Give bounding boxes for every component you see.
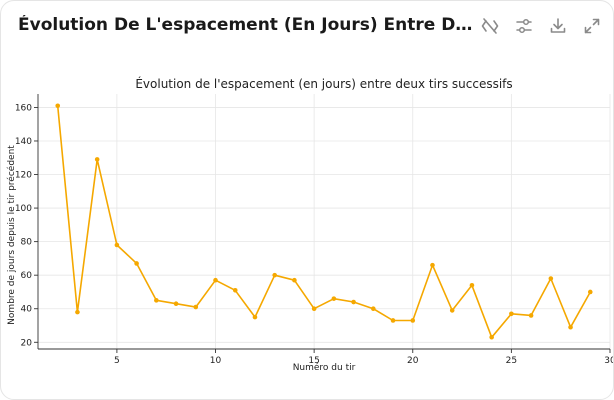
x-tick-label: 10 (210, 356, 222, 366)
y-tick-label: 20 (21, 338, 33, 348)
chart-title: Évolution de l'espacement (en jours) ent… (135, 76, 512, 91)
x-tick-label: 5 (114, 356, 120, 366)
expand-button[interactable] (581, 15, 603, 37)
y-tick-label: 80 (21, 238, 33, 248)
line-chart: 5 10 15 20 25 30 20 40 60 80 100 120 140 160 Évolutio… (6, 76, 613, 373)
data-point (587, 289, 593, 295)
data-point (430, 262, 435, 268)
card-header: Évolution De L'espacement (En Jours) Ent… (1, 1, 613, 53)
download-icon (550, 18, 566, 33)
data-point (173, 301, 179, 307)
data-point (548, 276, 554, 281)
data-point (469, 282, 475, 288)
data-point (55, 103, 61, 109)
data-point (193, 304, 199, 310)
settings-button[interactable] (513, 15, 535, 37)
axes: 5 10 15 20 25 30 20 40 60 80 100 120 140 160 (15, 94, 613, 366)
data-point (75, 309, 80, 315)
data-point (509, 311, 514, 317)
x-tick-label: 30 (604, 356, 613, 366)
y-tick-label: 140 (15, 137, 32, 147)
data-point (252, 314, 258, 320)
data-point (272, 272, 277, 278)
data-point (528, 313, 534, 318)
x-tick-label: 20 (407, 356, 419, 366)
data-point (154, 298, 159, 303)
data-point (410, 318, 416, 323)
data-point (331, 296, 337, 301)
settings-sliders-icon (516, 18, 532, 34)
y-tick-label: 40 (21, 305, 33, 315)
chart-area: 5 10 15 20 25 30 20 40 60 80 100 120 140 160 Évolutio… (1, 63, 613, 399)
data-point (371, 306, 376, 312)
hide-code-button[interactable] (479, 15, 501, 37)
data-point (390, 318, 396, 323)
y-tick-label: 60 (21, 271, 33, 281)
data-point (311, 306, 317, 312)
data-point (351, 299, 356, 305)
y-tick-label: 120 (15, 171, 32, 181)
x-tick-label: 25 (506, 356, 517, 366)
expand-icon (584, 18, 600, 34)
data-point (489, 334, 494, 340)
data-point (213, 277, 218, 283)
download-button[interactable] (547, 15, 569, 37)
chart-toolbar (479, 15, 603, 37)
y-tick-label: 160 (15, 103, 32, 113)
card-title: Évolution De L'espacement (En Jours) Ent… (18, 15, 473, 35)
data-point (292, 277, 297, 283)
y-axis-label: Nombre de jours depuis le tir précédent (6, 145, 17, 325)
data-point (232, 287, 238, 293)
x-tick-label: 15 (308, 356, 319, 366)
data-point (134, 261, 139, 266)
data-point (94, 157, 100, 162)
series (55, 103, 593, 340)
x-axis-label: Numéro du tir (293, 362, 356, 373)
hide-code-icon (481, 18, 499, 34)
grid (38, 94, 611, 349)
data-point (449, 308, 455, 313)
data-point (568, 324, 573, 330)
data-point (114, 242, 120, 248)
series-line (56, 105, 591, 339)
y-tick-label: 100 (15, 204, 32, 214)
